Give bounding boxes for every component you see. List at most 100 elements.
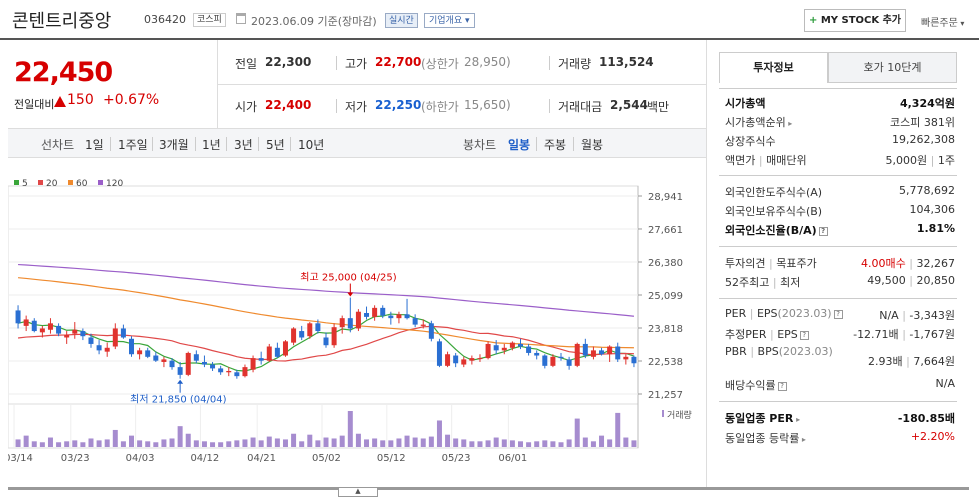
candle-body: [509, 342, 515, 348]
candle-body: [242, 367, 248, 377]
volume-bar: [323, 437, 329, 447]
candle-body: [599, 350, 605, 355]
foreign-holding-label: 외국인보유주식수(B): [725, 205, 823, 218]
candle-body: [485, 343, 491, 359]
volume-bar: [31, 441, 37, 447]
volume-bar: [129, 435, 135, 447]
volume-bar: [15, 439, 21, 447]
market-badge: 코스피: [193, 13, 226, 27]
candle-body: [88, 337, 94, 344]
candle-body: [218, 368, 224, 373]
candle-body: [282, 341, 288, 356]
realtime-button[interactable]: 실시간: [385, 13, 418, 28]
candle-body: [412, 318, 418, 325]
info-row: 추정PER | EPS? -12.71배 | -1,767원: [725, 326, 955, 344]
candle-body: [129, 338, 135, 355]
tab-1week[interactable]: 1주일: [118, 138, 148, 152]
volume-bar: [23, 435, 29, 447]
company-info-dropdown[interactable]: 기업개요 ▾: [424, 13, 475, 28]
tab-3month[interactable]: 3개월: [159, 138, 189, 152]
candlestick-chart[interactable]: 5 20 60 120 28,941 27,661 26,380 25,099 23,818 22…: [4, 158, 706, 488]
volume-bar: [226, 441, 232, 447]
week52-value: 49,500 | 20,850: [867, 274, 955, 287]
candle-body: [64, 334, 70, 338]
volume-bar: [258, 440, 264, 447]
candle-body: [201, 361, 207, 365]
volume-bar: [566, 439, 572, 447]
tab-3year[interactable]: 3년: [234, 138, 253, 152]
volume-bar: [331, 438, 337, 447]
tab-orderbook-10[interactable]: 호가 10단계: [828, 52, 957, 83]
quick-order-link[interactable]: 빠른주문 ▾: [921, 14, 964, 29]
industry-per-label[interactable]: 동일업종 PER ▸: [725, 412, 801, 425]
tab-1day[interactable]: 1일: [85, 138, 104, 152]
foreign-limit-value: 5,778,692: [899, 184, 955, 197]
tab-daily[interactable]: 일봉: [508, 138, 531, 152]
volume-bar: [299, 441, 305, 447]
divider: [719, 298, 957, 299]
y-tick-label: 23,818: [648, 324, 683, 335]
volume-bar: [396, 438, 402, 447]
help-icon[interactable]: ?: [777, 381, 787, 391]
help-icon[interactable]: ?: [818, 226, 828, 236]
pbr-bps-value: 2.93배 | 7,664원: [868, 355, 955, 368]
high-label: 최고 25,000 (04/25): [300, 272, 396, 284]
candle-body: [631, 356, 637, 364]
help-icon[interactable]: ?: [799, 330, 809, 340]
candle-body: [193, 354, 199, 361]
company-info-label: 기업개요: [429, 16, 463, 26]
info-row: 외국인한도주식수(A) 5,778,692: [725, 184, 955, 202]
volume-bar: [266, 436, 272, 447]
volume-bar: [550, 441, 556, 447]
foreign-rate-value: 1.81%: [916, 222, 955, 235]
ma-line-120: [18, 263, 635, 317]
volume-bar: [542, 440, 548, 447]
volume-bar: [193, 440, 199, 447]
volume-bar: [210, 442, 216, 447]
candle-body: [582, 343, 588, 356]
candle-body: [550, 356, 556, 366]
x-tick-label: 04/21: [247, 453, 276, 464]
help-icon[interactable]: ?: [833, 309, 843, 319]
per-eps-value: N/A | -3,343원: [879, 309, 955, 322]
calendar-icon: [236, 13, 246, 24]
tab-10year[interactable]: 10년: [298, 138, 325, 152]
legend-swatch: [68, 180, 73, 185]
base-date: 2023.06.09 기준(장마감): [251, 15, 377, 28]
collapse-toggle[interactable]: ▲: [338, 488, 378, 497]
tab-investment-info[interactable]: 투자정보: [719, 52, 828, 83]
upper-limit-value: 28,950): [464, 55, 511, 69]
info-row: 액면가 | 매매단위 5,000원 | 1주: [725, 152, 955, 170]
stock-chart[interactable]: 5 20 60 120 28,941 27,661 26,380 25,099 23,818 22…: [4, 158, 706, 488]
tab-5year[interactable]: 5년: [266, 138, 285, 152]
candle-body: [177, 367, 183, 375]
volume-bar: [104, 439, 110, 447]
candle-body: [120, 328, 126, 338]
volume-bar: [112, 429, 118, 447]
tab-1year[interactable]: 1년: [202, 138, 221, 152]
volume-bar: [436, 420, 442, 447]
x-tick-label: 05/23: [442, 453, 471, 464]
candle-body: [291, 328, 297, 343]
legend-swatch: [98, 180, 103, 185]
volume-bar: [234, 440, 240, 447]
industry-rate-label[interactable]: 동일업종 등락률 ▸: [725, 432, 806, 445]
volume-bar: [364, 439, 370, 447]
opinion-value: 4.00매수 | 32,267: [861, 257, 955, 270]
info-row: 2.93배 | 7,664원: [725, 353, 955, 371]
tab-weekly[interactable]: 주봉: [544, 138, 567, 152]
divider: [719, 401, 957, 402]
volume-bar: [307, 434, 313, 447]
lower-limit-label: (하한가: [421, 100, 459, 114]
candle-body: [185, 352, 191, 375]
mystock-add-button[interactable]: + MY STOCK 추가: [804, 9, 906, 32]
volume-bar: [631, 440, 637, 447]
volume-bar: [315, 440, 321, 447]
candle-body: [104, 347, 110, 352]
tab-monthly[interactable]: 월봉: [581, 138, 604, 152]
par-value-label: 액면가 | 매매단위: [725, 154, 807, 167]
industry-per-value: -180.85배: [897, 412, 955, 425]
current-price: 22,450: [14, 57, 113, 88]
divider: [336, 56, 337, 70]
candle-body: [153, 355, 159, 361]
